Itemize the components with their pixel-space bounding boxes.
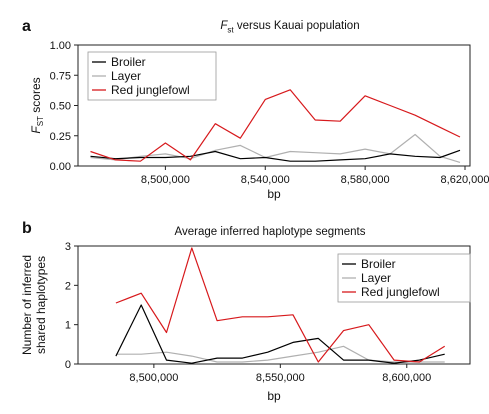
panel-b-legend-label-red-junglefowl: Red junglefowl — [361, 285, 440, 299]
panel-a-y-axis-title-sub: ST — [36, 116, 45, 126]
panel-b-y-tick-label: 1 — [65, 320, 71, 332]
panel-b-y-tick-label: 3 — [65, 241, 71, 253]
panel-b-x-tick-label: 8,550,000 — [256, 372, 305, 384]
panel-a-y-axis-title-rest: scores — [29, 77, 43, 116]
panel-b-y-tick-label: 0 — [65, 359, 71, 371]
panel-b-y-tick-label: 2 — [65, 280, 71, 292]
panel-a-x-axis-title: bp — [267, 187, 281, 201]
panel-b-series-layer-line — [115, 345, 445, 363]
panel-a-y-tick-label: 0.50 — [50, 101, 71, 113]
panel-a-legend-label-red-junglefowl: Red junglefowl — [111, 83, 190, 97]
panel-a-x-tick-label: 8,540,000 — [241, 174, 290, 186]
panel-b-series-broiler-line — [115, 304, 445, 364]
panel-b-letter: b — [22, 220, 32, 237]
panel-a-y-tick-label: 0.75 — [50, 70, 71, 82]
panel-a-y-tick-label: 0.00 — [50, 161, 71, 173]
panel-b-legend-label-layer: Layer — [361, 271, 391, 285]
panel-a-x-tick-label: 8,580,000 — [341, 174, 390, 186]
panel-b-x-tick-label: 8,500,000 — [129, 372, 178, 384]
panel-a-title-rest: versus Kauai population — [233, 20, 360, 32]
panel-b-x-tick-label: 8,600,000 — [382, 372, 431, 384]
panel-a-series-broiler-line — [90, 149, 461, 162]
panel-a-legend-label-broiler: Broiler — [111, 55, 146, 69]
panel-a-series-layer-line — [90, 133, 461, 163]
panel-b-legend-box — [337, 253, 471, 303]
panel-a-x-tick-label: 8,620,000 — [441, 174, 489, 186]
panel-a-title: Fst versus Kauai population — [180, 20, 400, 34]
panel-b-y-axis-title-line1: Number of inferred — [20, 255, 34, 355]
panel-b-plot-frame — [77, 245, 471, 365]
panel-a-series-red-junglefowl-line — [90, 89, 461, 162]
panel-a-letter: a — [22, 18, 31, 35]
panel-b-y-axis-title-line2: shared haplotypes — [34, 256, 48, 354]
panel-a-legend-box — [87, 51, 217, 101]
panel-a-y-tick-label: 1.00 — [50, 40, 71, 52]
panel-a-y-axis-title: FST scores — [29, 77, 45, 133]
panel-b-series-red-junglefowl-line — [115, 247, 446, 363]
panel-a-title-sub: st — [227, 25, 234, 35]
panel-b-x-axis-title: bp — [267, 389, 281, 403]
panel-a-y-tick-label: 0.25 — [50, 131, 71, 143]
panel-b-title: Average inferred haplotype segments — [174, 226, 366, 238]
panel-a-legend-label-layer: Layer — [111, 69, 141, 83]
panel-a-x-tick-label: 8,500,000 — [141, 174, 190, 186]
panel-b-legend-label-broiler: Broiler — [361, 257, 396, 271]
panel-a-y-axis-title-main: F — [29, 126, 43, 134]
panel-a-title-prefix: F — [220, 20, 228, 32]
